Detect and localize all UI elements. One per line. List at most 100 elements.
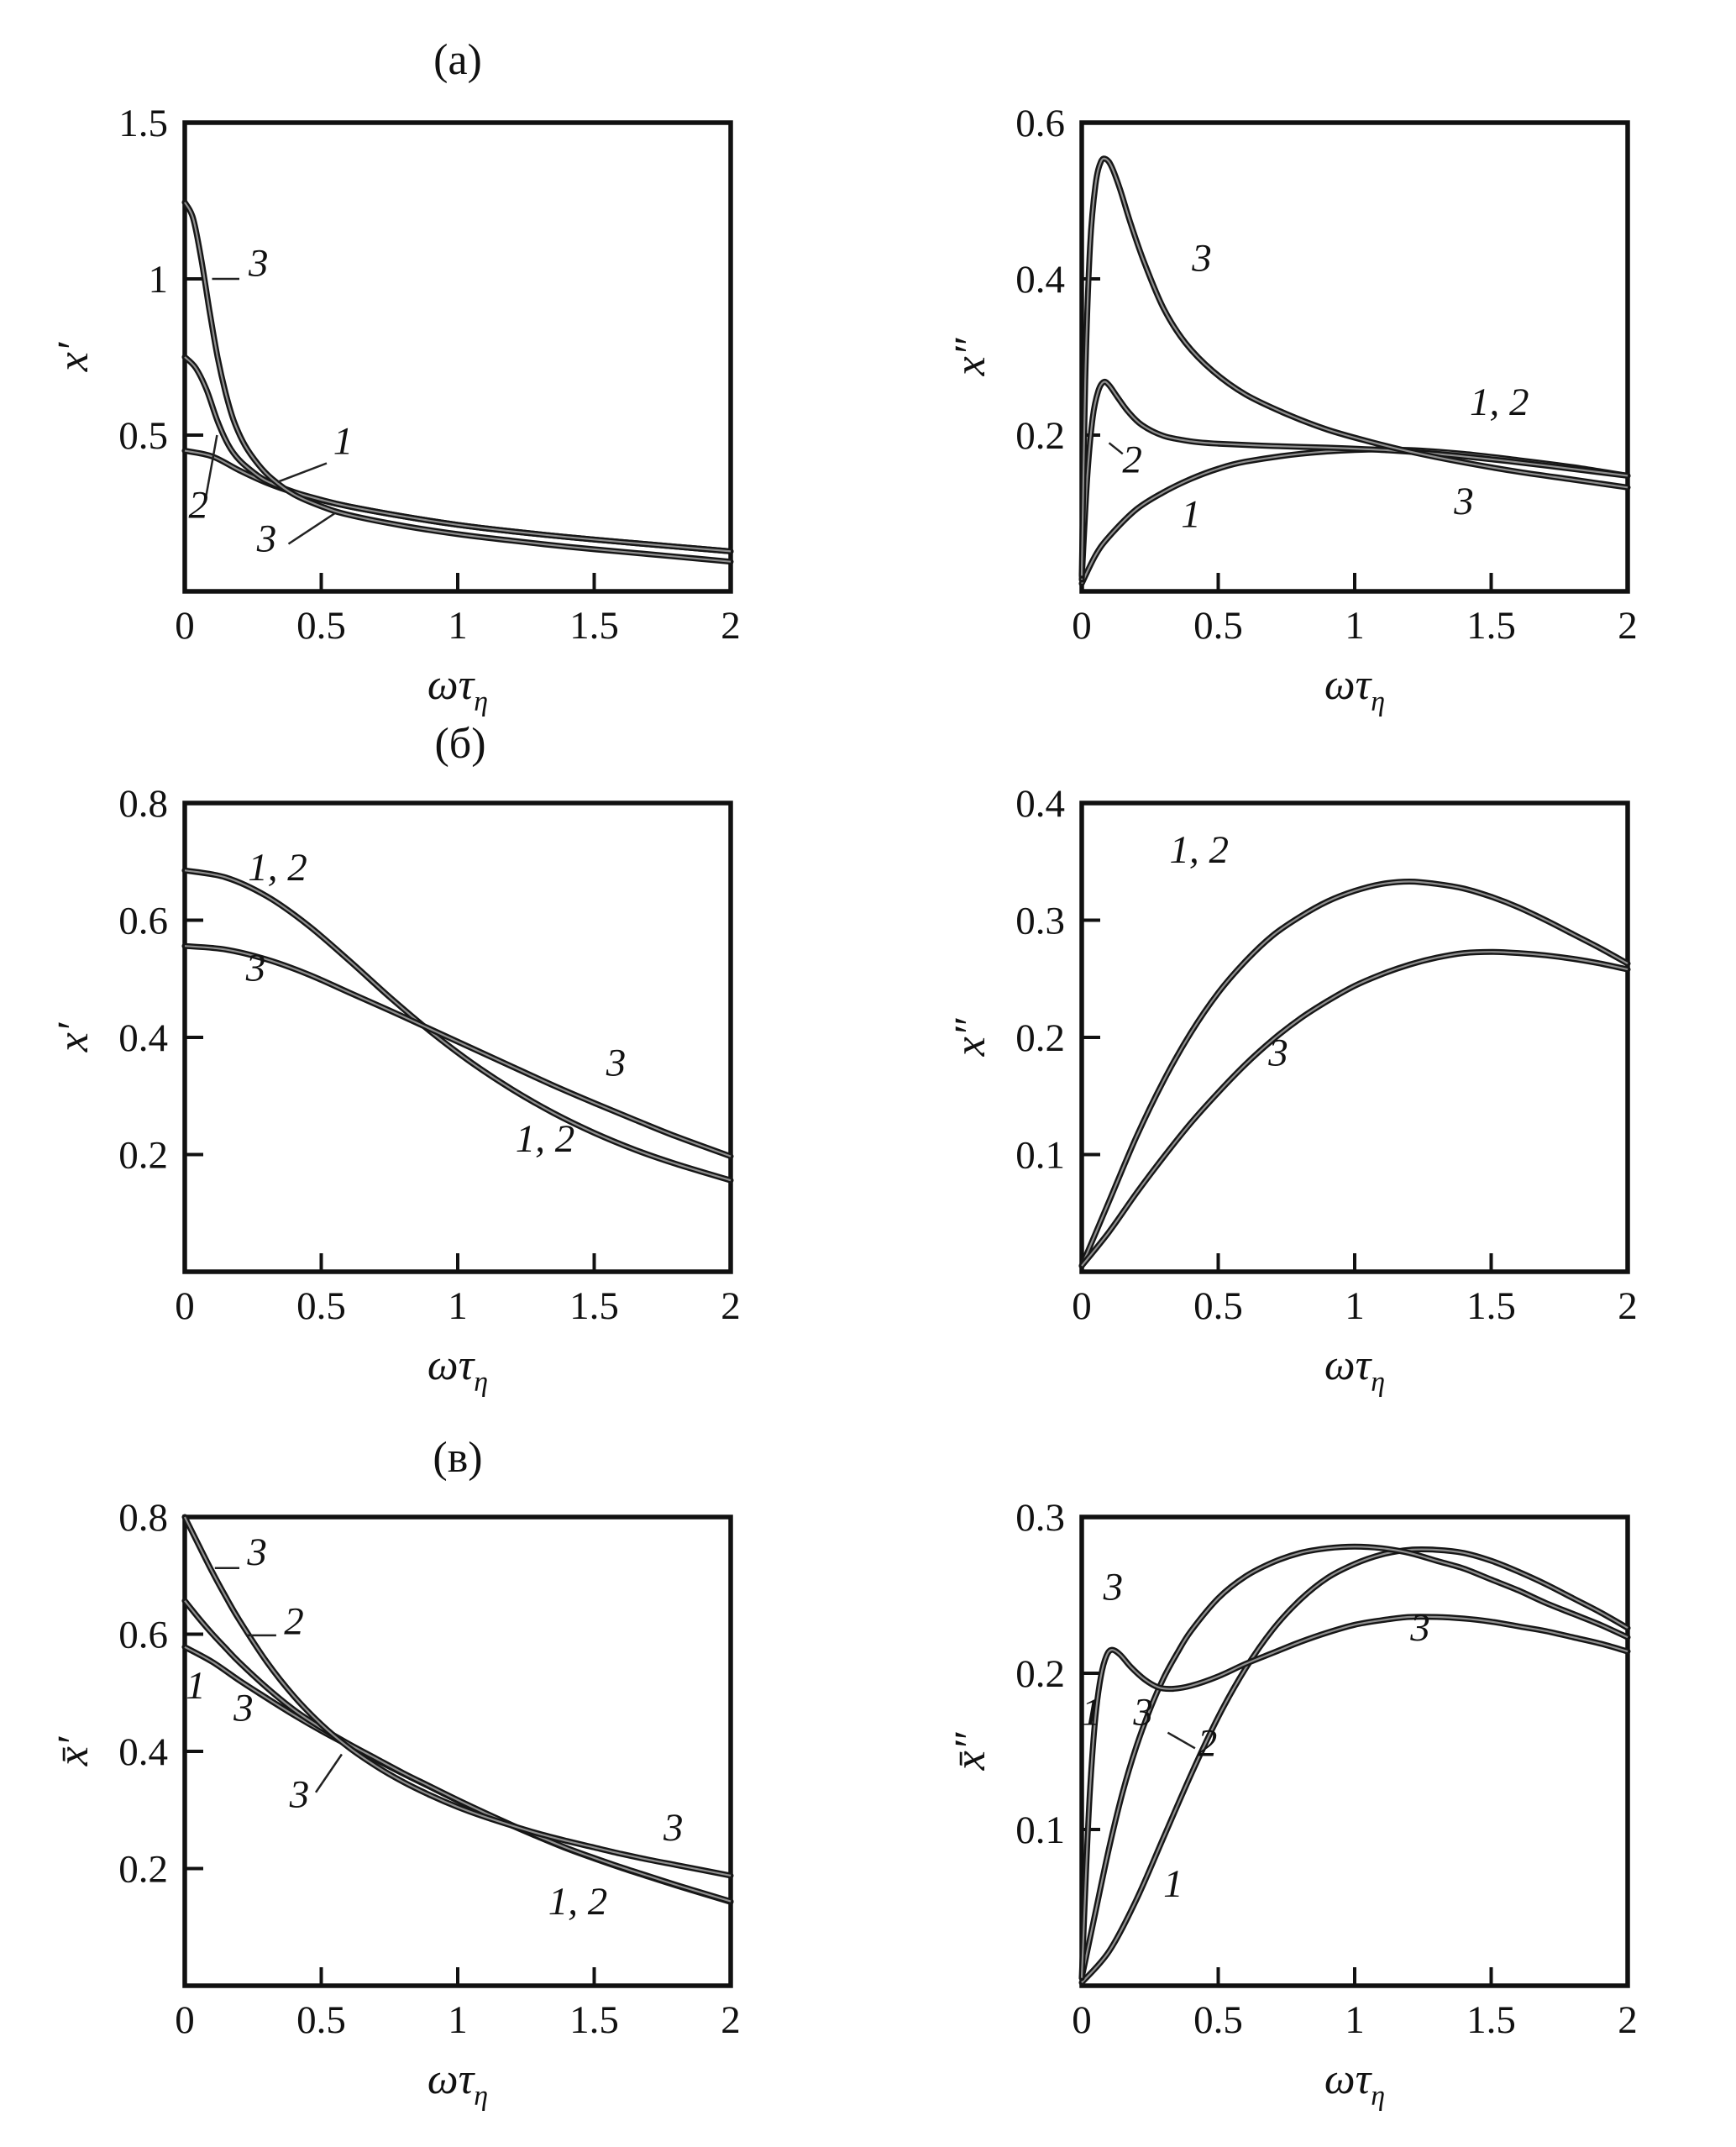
curve-2 xyxy=(1078,1543,1631,1982)
x-tick-label: 2 xyxy=(721,1284,741,1328)
x-tick-label: 1.5 xyxy=(1466,604,1516,648)
curve-label: 3 xyxy=(1453,480,1474,523)
x-tick-label: 2 xyxy=(1618,1284,1638,1328)
x-tick-label: 1.5 xyxy=(1466,1998,1516,2042)
panel-b-left: 0 0.5 1 1.5 2 0.2 0.4 0.6 0.8 x′ ωτη 1, 2 3 3 1, 2 xyxy=(34,782,756,1435)
y-tick-label: 0.4 xyxy=(1015,788,1065,826)
y-tick-label: 0.2 xyxy=(1015,414,1065,458)
curve-label: 3 xyxy=(1132,1690,1153,1734)
y-tick-label: 0.4 xyxy=(118,1016,168,1060)
x-axis-label: ωτη xyxy=(1324,661,1385,717)
curve-core xyxy=(184,356,732,553)
curve-label: 1 xyxy=(1181,493,1201,537)
curve-label: 1 xyxy=(1082,1690,1102,1734)
label-leader xyxy=(277,462,328,483)
curve-label: 1, 2 xyxy=(1470,381,1529,424)
curve-core xyxy=(1080,1546,1628,1978)
axes-b-left: 0 0.5 1 1.5 2 0.2 0.4 0.6 0.8 xyxy=(118,782,741,1328)
y-tick-label: 0.2 xyxy=(1015,1016,1065,1060)
x-tick-label: 0 xyxy=(175,1284,195,1328)
y-tick-label: 0.2 xyxy=(118,1848,168,1892)
x-tick-label: 0.5 xyxy=(1193,604,1243,648)
curve-label: 3 xyxy=(245,946,266,990)
curve-core xyxy=(184,202,732,563)
x-axis-label: ωτη xyxy=(1324,1341,1385,1398)
y-tick-label: 0.1 xyxy=(1015,1134,1065,1178)
curve-label: 3 xyxy=(233,1687,254,1730)
curve-label: 3 xyxy=(246,1530,267,1574)
curve-label: 1 xyxy=(1163,1862,1183,1906)
x-tick-label: 1.5 xyxy=(1466,1284,1516,1328)
x-tick-label: 0.5 xyxy=(1193,1998,1243,2042)
curve-2 xyxy=(181,1598,734,1905)
panel-v-right: 0 0.5 1 1.5 2 0.1 0.2 0.3 x̄″ ωτη 3 1 3 2 1 3 xyxy=(931,1496,1653,2147)
x-tick-label: 1 xyxy=(448,1284,468,1328)
y-tick-label: 0.4 xyxy=(1015,258,1065,302)
y-tick-label: 0.6 xyxy=(118,900,168,943)
x-tick-label: 1.5 xyxy=(569,1998,619,2042)
y-axis-label: x′ xyxy=(50,341,97,372)
curve-3 xyxy=(1078,155,1631,579)
curve-label: 2 xyxy=(1198,1722,1218,1766)
x-axis-label: ωτη xyxy=(427,1341,488,1398)
axes-v-left: 0 0.5 1 1.5 2 0.2 0.4 0.6 0.8 xyxy=(118,1496,741,2042)
curve-3 xyxy=(1078,1614,1631,1982)
row-title-a: (а) xyxy=(433,36,482,84)
curve-label: 3 xyxy=(248,241,269,285)
x-tick-label: 0 xyxy=(1072,604,1092,648)
x-tick-label: 1 xyxy=(1345,1998,1365,2042)
y-axis-label: x″ xyxy=(947,337,994,376)
axes-a-left: 0 0.5 1 1.5 2 0.5 1 1.5 xyxy=(118,102,741,648)
curve-core xyxy=(1080,1615,1628,1978)
x-tick-label: 0.5 xyxy=(296,604,346,648)
curve-label: 3 xyxy=(1267,1032,1288,1075)
curve-label: 3 xyxy=(663,1806,684,1850)
y-tick-label: 0.5 xyxy=(118,414,168,458)
y-tick-label: 0.3 xyxy=(1015,900,1065,943)
panel-a-left: 0 0.5 1 1.5 2 0.5 1 1.5 x′ ωτη 3 1 2 3 xyxy=(34,102,756,754)
curve-1 xyxy=(1078,446,1631,587)
x-tick-label: 2 xyxy=(1618,604,1638,648)
label-leader xyxy=(287,512,336,545)
curve-label: 2 xyxy=(1122,438,1142,482)
y-tick-label: 0.8 xyxy=(118,788,168,826)
x-tick-label: 0 xyxy=(1072,1998,1092,2042)
axes-v-right: 0 0.5 1 1.5 2 0.1 0.2 0.3 xyxy=(1015,1496,1638,2042)
x-tick-label: 2 xyxy=(721,1998,741,2042)
curve-2 xyxy=(1078,378,1631,583)
curve-3 xyxy=(1078,948,1631,1269)
axes-b-right: 0 0.5 1 1.5 2 0.1 0.2 0.3 0.4 xyxy=(1015,782,1638,1328)
y-axis-label: x̄′ xyxy=(50,1735,97,1766)
panel-v-left: 0 0.5 1 1.5 2 0.2 0.4 0.6 0.8 x̄′ ωτη 3 2 1 3 3 3 1, 2 xyxy=(34,1496,756,2147)
y-tick-label: 0.3 xyxy=(1015,1502,1065,1540)
y-axis-label: x′ xyxy=(50,1021,97,1053)
x-tick-label: 0.5 xyxy=(296,1998,346,2042)
curve-label: 2 xyxy=(189,484,209,528)
label-leader xyxy=(314,1753,343,1793)
label-leader xyxy=(1167,1731,1196,1750)
chart-a-x-prime: 0 0.5 1 1.5 2 0.5 1 1.5 x′ ωτη 3 1 2 3 xyxy=(50,102,741,717)
y-tick-label: 0.1 xyxy=(1015,1808,1065,1852)
curve-1-2 xyxy=(1078,878,1631,1269)
curve-core xyxy=(184,1516,732,1877)
x-tick-label: 0 xyxy=(175,604,195,648)
row-title-b: (б) xyxy=(434,720,486,768)
curve-label: 3 xyxy=(256,517,277,560)
curve-core xyxy=(1081,449,1628,585)
y-tick-label: 0.2 xyxy=(1015,1652,1065,1696)
y-tick-label: 0.8 xyxy=(118,1502,168,1540)
panel-b-right: 0 0.5 1 1.5 2 0.1 0.2 0.3 0.4 x″ ωτη 1, 2 3 xyxy=(931,782,1653,1435)
curve-label: 1 xyxy=(186,1664,206,1708)
y-tick-label: 0.6 xyxy=(1015,108,1065,145)
x-tick-label: 1 xyxy=(448,604,468,648)
x-axis-label: ωτη xyxy=(427,2055,488,2112)
x-tick-label: 1.5 xyxy=(569,1284,619,1328)
curve-label: 1, 2 xyxy=(1170,828,1230,872)
x-tick-label: 0.5 xyxy=(1193,1284,1243,1328)
row-title-v: (в) xyxy=(433,1434,483,1482)
chart-b-x-doubleprime: 0 0.5 1 1.5 2 0.1 0.2 0.3 0.4 x″ ωτη 1, 2 3 xyxy=(947,782,1638,1398)
